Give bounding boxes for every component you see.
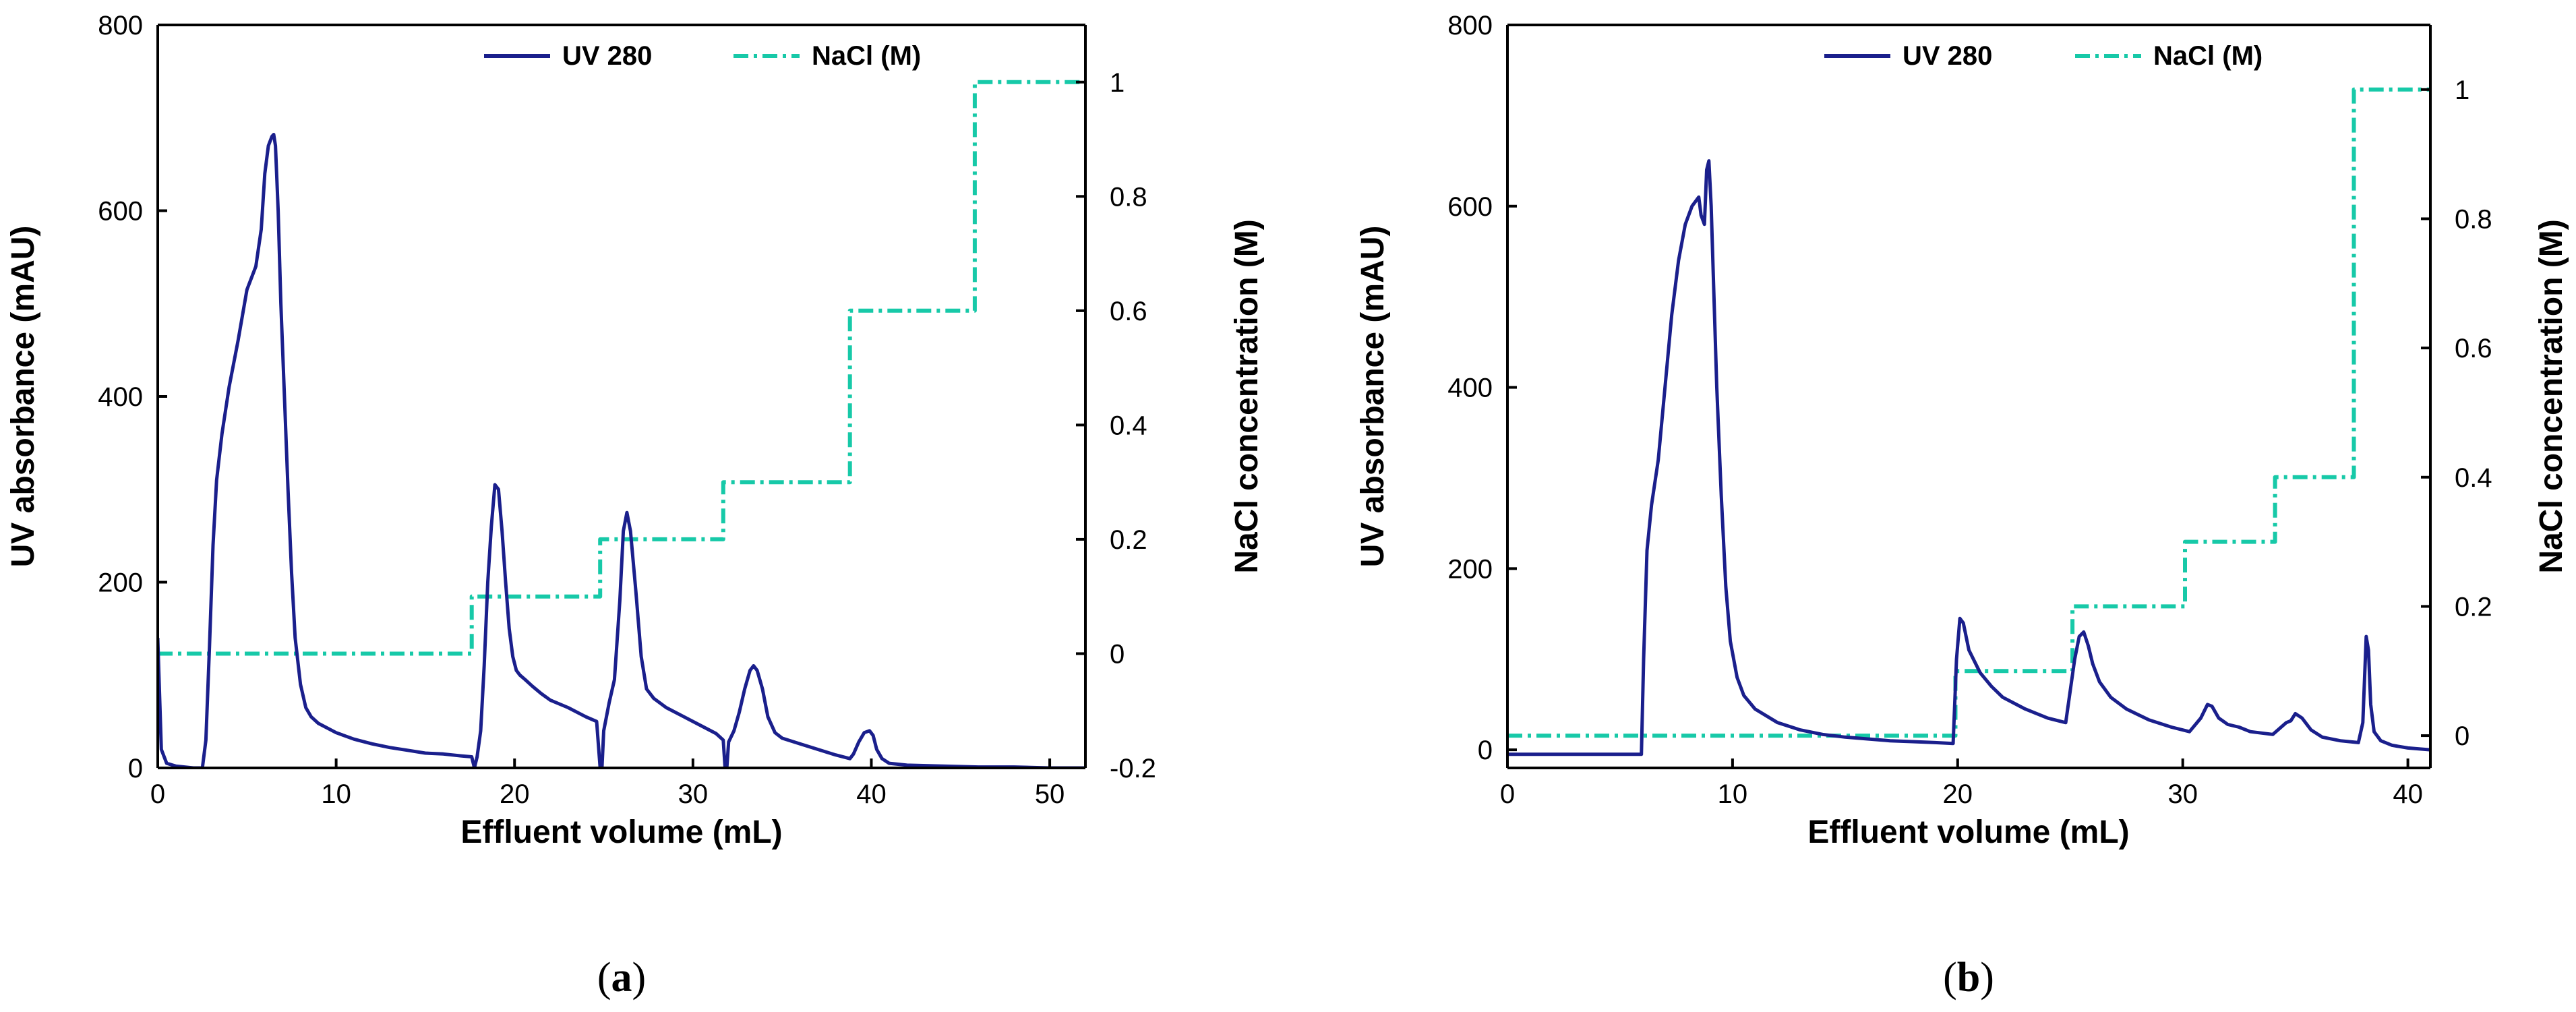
y-axis-title-a: UV absorbance (mAU) <box>5 226 41 568</box>
uv280-line-a <box>158 133 1085 768</box>
panel-label-a: (a) <box>597 955 646 1001</box>
x-tick-label-a-4: 40 <box>856 779 887 809</box>
y-tick-label-b-1: 200 <box>1447 554 1493 584</box>
ticks-a: 0 10 20 30 40 50 0 200 400 600 800 -0.2 0 0.2 0.4 0.6 0.… <box>98 11 1156 809</box>
legend-a: UV 280 NaCl (M) <box>484 41 921 71</box>
y-tick-label-a-1: 200 <box>98 568 143 598</box>
x-tick-label-a-2: 20 <box>500 779 530 809</box>
chart-panel-a: 0 10 20 30 40 50 0 200 400 600 800 -0.2 0 0.2 0.4 0.6 0.… <box>5 11 1265 1001</box>
x-axis-title-b: Effluent volume (mL) <box>1807 814 2129 850</box>
y2-axis-title-b: NaCl concentration (M) <box>2534 219 2569 573</box>
x-tick-label-b-1: 10 <box>1718 779 1748 809</box>
y-tick-label-a-4: 800 <box>98 11 143 40</box>
y2-tick-label-a-1: 0 <box>1110 639 1125 669</box>
y-tick-label-b-2: 400 <box>1447 374 1493 403</box>
x-tick-label-a-1: 10 <box>321 779 351 809</box>
x-tick-label-b-3: 30 <box>2167 779 2198 809</box>
x-tick-label-b-0: 0 <box>1500 779 1515 809</box>
y2-tick-label-b-1: 0.2 <box>2455 592 2492 622</box>
y-axis-title-b: UV absorbance (mAU) <box>1355 226 1391 568</box>
legend-label-uv-b: UV 280 <box>1903 41 1992 71</box>
y2-tick-label-b-3: 0.6 <box>2455 334 2492 363</box>
y2-tick-label-a-4: 0.6 <box>1110 297 1147 326</box>
legend-b: UV 280 NaCl (M) <box>1824 41 2263 71</box>
plot-area-b <box>1507 87 2430 756</box>
x-axis-title-a: Effluent volume (mL) <box>460 814 782 850</box>
y-tick-label-a-0: 0 <box>128 754 143 783</box>
panel-letter-a: a <box>611 955 632 1001</box>
y2-tick-label-a-6: 1 <box>1110 68 1125 98</box>
y-tick-label-b-4: 800 <box>1447 11 1493 40</box>
x-tick-label-a-5: 50 <box>1035 779 1065 809</box>
panel-label-b: (b) <box>1943 955 1994 1001</box>
x-tick-label-b-2: 20 <box>1943 779 1973 809</box>
nacl-line-a <box>158 80 1085 656</box>
y2-tick-label-b-4: 0.8 <box>2455 204 2492 234</box>
y-tick-label-a-3: 600 <box>98 197 143 227</box>
x-tick-label-a-3: 30 <box>678 779 709 809</box>
plot-area-a <box>158 80 1085 768</box>
legend-label-nacl-a: NaCl (M) <box>812 41 921 71</box>
y2-tick-label-b-0: 0 <box>2455 721 2469 751</box>
y2-tick-label-b-2: 0.4 <box>2455 463 2492 493</box>
x-tick-label-a-0: 0 <box>150 779 165 809</box>
y-tick-label-a-2: 400 <box>98 382 143 412</box>
legend-label-nacl-b: NaCl (M) <box>2153 41 2263 71</box>
y2-tick-label-a-0: -0.2 <box>1110 754 1156 783</box>
y2-axis-title-a: NaCl concentration (M) <box>1229 219 1265 573</box>
y-tick-label-b-0: 0 <box>1478 736 1493 765</box>
y2-tick-label-a-5: 0.8 <box>1110 182 1147 212</box>
legend-label-uv-a: UV 280 <box>562 41 652 71</box>
uv280-line-b <box>1507 159 2430 756</box>
y-tick-label-b-3: 600 <box>1447 192 1493 222</box>
x-tick-label-b-4: 40 <box>2393 779 2423 809</box>
y2-tick-label-a-2: 0.2 <box>1110 525 1147 555</box>
y2-tick-label-b-5: 1 <box>2455 76 2469 105</box>
panel-letter-b: b <box>1957 955 1980 1001</box>
y2-tick-label-a-3: 0.4 <box>1110 411 1147 440</box>
